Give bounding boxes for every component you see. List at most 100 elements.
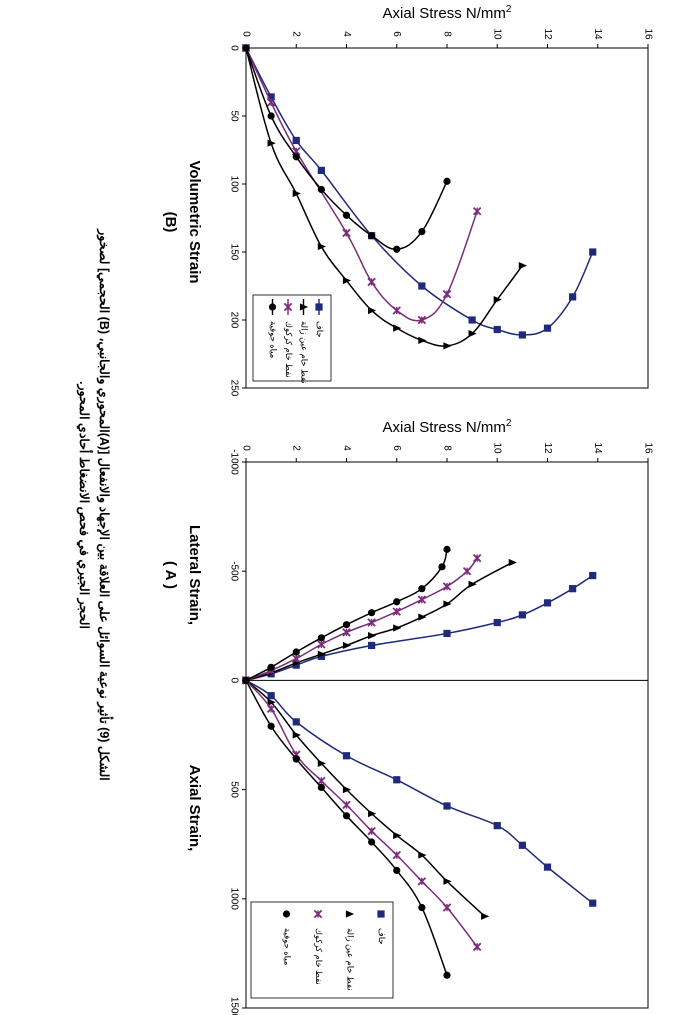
series-1-point	[518, 262, 527, 270]
series-0-point	[418, 282, 426, 290]
series-1-point	[292, 189, 301, 198]
series-2-point	[342, 228, 351, 238]
series-1-point	[368, 632, 377, 640]
series-1-point	[292, 731, 301, 739]
series-2-point	[317, 776, 326, 786]
series-1-point	[393, 624, 402, 632]
series-3-point	[438, 563, 446, 571]
series-2-point	[266, 98, 276, 107]
legend-marker	[268, 303, 277, 311]
series-1-point	[443, 600, 452, 608]
series-2-point	[266, 704, 276, 714]
series-2-point	[392, 306, 401, 315]
series-0-point	[292, 718, 300, 726]
series-line-3-1	[245, 549, 448, 682]
series-3-point	[418, 228, 426, 236]
series-0-point	[518, 331, 526, 339]
series-2-point	[367, 826, 376, 836]
series-2-point	[292, 654, 301, 663]
stress-tick-label: 0	[240, 31, 251, 37]
series-3-point	[267, 663, 275, 671]
series-2-point	[442, 289, 452, 299]
series-3-point	[393, 598, 401, 606]
series-2-point	[342, 628, 351, 637]
series-3-point	[342, 812, 351, 820]
axial-xlabel: Axial Strain,	[186, 765, 203, 852]
strain-tick-label: 200	[228, 312, 239, 329]
series-2-point	[417, 315, 427, 325]
strain-tick-label: 150	[228, 244, 239, 261]
series-2-point	[317, 640, 326, 649]
stress-tick-label: 16	[642, 442, 653, 454]
series-3-point	[317, 783, 325, 792]
legend-box	[250, 901, 394, 999]
axial-lateral-chart: 0 2 4 6 8 10 12 14 16 -1000 -500 0 500 1000 1500 Axial …	[228, 418, 653, 1015]
series-1-point	[267, 139, 276, 147]
strain-tick-label: 50	[228, 110, 239, 122]
caption-line-1: الشكل (9) تأثير نوعية السوائل على العلاق…	[96, 228, 114, 780]
series-2-point	[367, 277, 376, 287]
legend-marker	[345, 910, 355, 918]
series-3-point	[242, 676, 250, 685]
legend-entry: جاف	[315, 321, 325, 338]
series-3-point	[443, 177, 451, 185]
series-3-point	[317, 634, 325, 642]
series-3-point	[342, 211, 351, 219]
series-0-point	[493, 822, 501, 830]
strain-tick-label: 0	[228, 678, 239, 684]
series-3-point	[317, 185, 325, 194]
strain-tick-label: 250	[228, 380, 239, 397]
series-2-point	[342, 800, 351, 810]
series-1-point	[368, 306, 377, 315]
legend-entry: نفط خام عين زالة	[344, 928, 355, 991]
series-0-point	[342, 752, 351, 760]
series-1-point	[267, 698, 276, 706]
series-line-1-1	[245, 561, 513, 682]
series-1-point	[418, 613, 427, 621]
series-0-point	[589, 899, 597, 907]
legend-marker	[377, 910, 385, 918]
stress-axis-title-superscript: 2	[506, 4, 512, 15]
series-0-point	[518, 611, 526, 619]
series-1-point	[508, 558, 517, 567]
legend-entry: مياه جوفية	[281, 928, 292, 966]
series-0-point	[317, 652, 325, 660]
series-1-point	[443, 877, 452, 885]
stress-tick-label: 8	[441, 31, 452, 37]
series-3-point	[368, 609, 376, 617]
series-0-point	[393, 776, 401, 784]
stress-tick-label: 14	[592, 442, 603, 454]
stress-tick-label: 4	[341, 31, 352, 37]
strain-tick-label: 100	[228, 176, 239, 193]
series-1-point	[393, 831, 402, 840]
series-0-point	[493, 325, 501, 334]
stress-tick-label: 10	[492, 442, 503, 454]
series-0-point	[518, 841, 526, 849]
series-3-point	[418, 585, 426, 593]
series-1-point	[493, 296, 502, 304]
series-3-point	[342, 621, 351, 629]
series-0-point	[317, 166, 325, 174]
series-1-point	[317, 242, 326, 251]
series-2-point	[442, 903, 452, 912]
stress-tick-label: 6	[391, 31, 402, 37]
series-0-point	[368, 641, 376, 650]
stress-tick-label: 0	[240, 445, 251, 451]
stress-axis-title: Axial Stress N/mm2	[383, 4, 512, 22]
legend-entry: نفط خام عين زالة	[298, 321, 309, 384]
series-0-point	[292, 661, 300, 669]
series-line-3-0	[245, 47, 448, 251]
series-3-point	[267, 722, 275, 730]
series-line-0-0	[245, 47, 594, 336]
stress-tick-label: 2	[291, 445, 302, 451]
series-3-point	[443, 971, 451, 979]
legend-entry: نفط خام كركوك	[283, 321, 294, 378]
stress-tick-label: 8	[441, 445, 452, 451]
stress-tick-label: 16	[642, 28, 653, 40]
series-2-point	[472, 942, 482, 952]
series-2-point	[392, 607, 401, 616]
series-2-point	[472, 206, 482, 216]
legend-marker	[299, 303, 309, 311]
series-0-point	[543, 324, 552, 332]
series-2-point	[442, 582, 452, 591]
